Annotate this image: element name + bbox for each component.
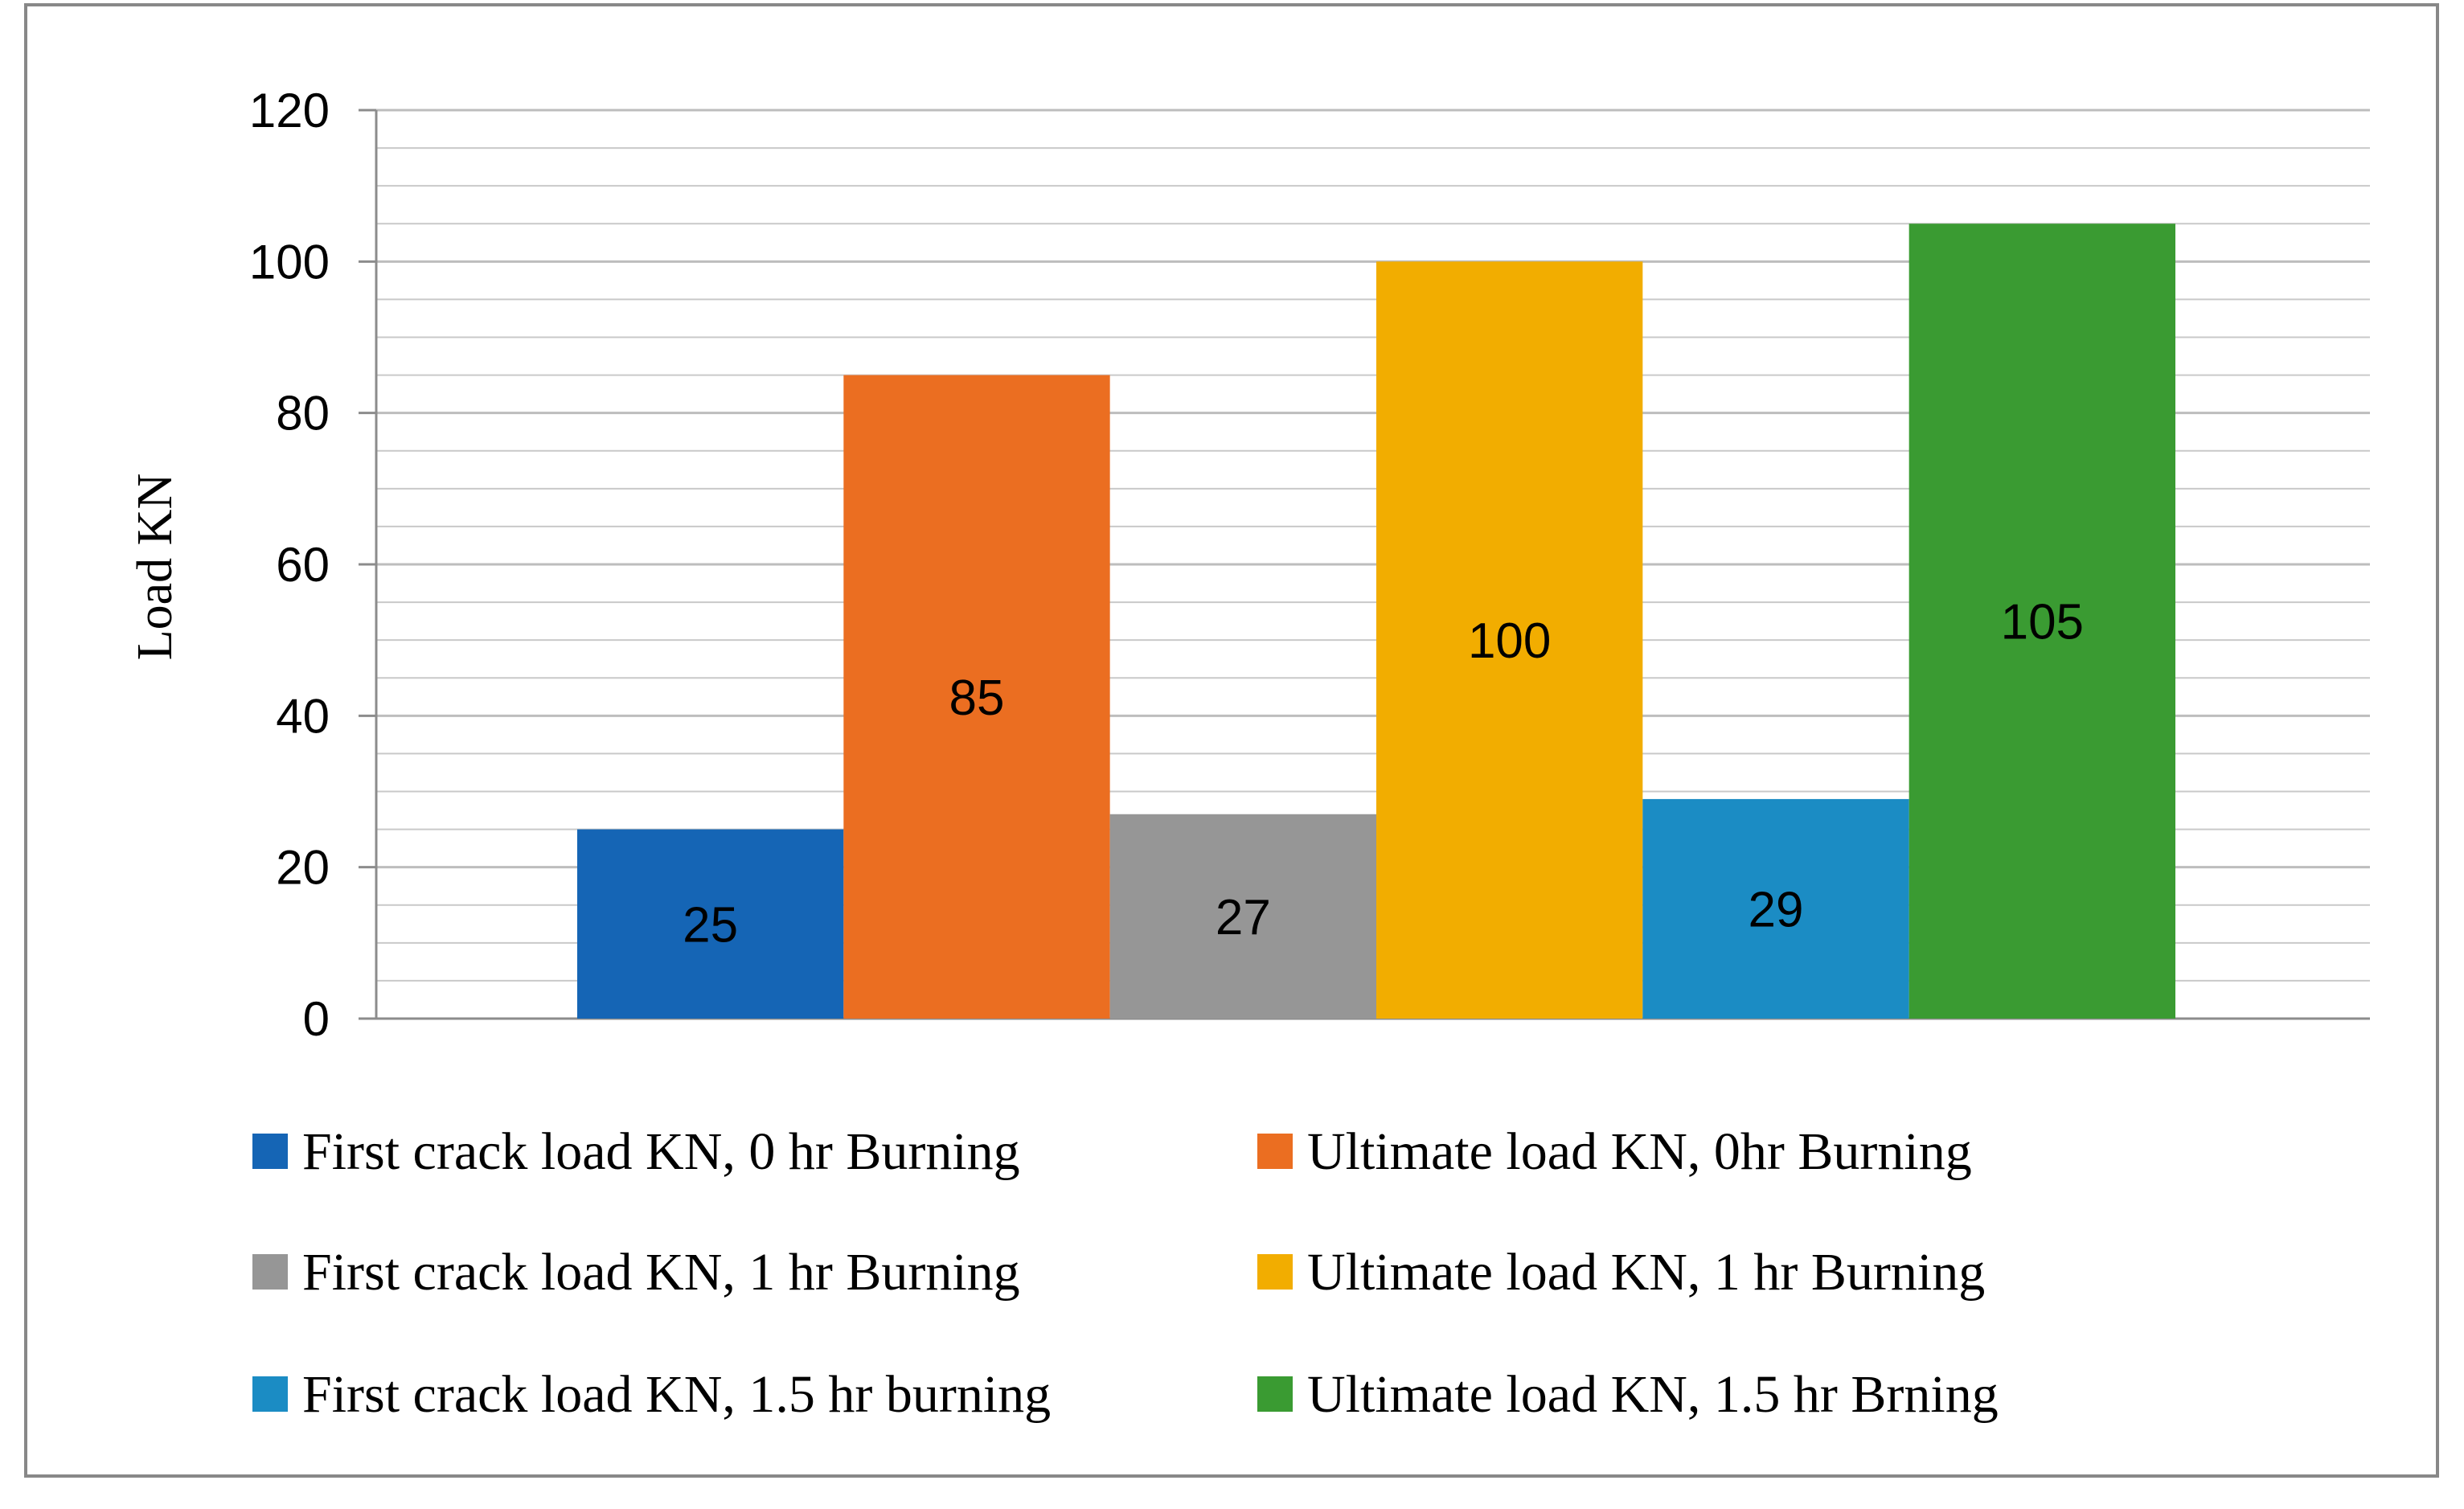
- bar-series-2: [843, 375, 1110, 1019]
- legend-label-1: First crack load KN, 0 hr Burning: [302, 1122, 1020, 1181]
- y-tick-label: 20: [276, 841, 330, 895]
- y-tick-label: 60: [276, 538, 330, 592]
- data-label-series-6: 105: [2001, 595, 2084, 650]
- y-axis-title: Load KN: [128, 474, 182, 660]
- legend-label-2: Ultimate load KN, 0hr Burning: [1307, 1122, 1972, 1181]
- y-tick-label: 40: [276, 689, 330, 743]
- y-tick-label: 0: [303, 992, 330, 1046]
- data-label-series-3: 27: [1216, 890, 1271, 945]
- data-label-series-5: 29: [1749, 882, 1804, 937]
- data-label-series-4: 100: [1468, 613, 1551, 669]
- legend-swatch-1: [252, 1134, 288, 1169]
- bar-series-5: [1642, 798, 1909, 1019]
- bar-series-4: [1376, 261, 1643, 1019]
- legend-label-3: First crack load KN, 1 hr Burning: [302, 1243, 1020, 1302]
- legend-swatch-2: [1257, 1134, 1293, 1169]
- legend-label-6: Ultimate load KN, 1.5 hr Brning: [1307, 1365, 1999, 1424]
- y-tick-label: 100: [249, 235, 330, 289]
- legend-label-4: Ultimate load KN, 1 hr Burning: [1307, 1243, 1985, 1302]
- data-label-series-1: 25: [683, 897, 738, 953]
- legend-swatch-3: [252, 1254, 288, 1290]
- bar-series-3: [1109, 814, 1376, 1019]
- data-labels: 25 85 27 100 29 105: [683, 595, 2084, 953]
- y-tick-label: 120: [249, 84, 330, 137]
- legend: First crack load KN, 0 hr Burning Ultimat…: [252, 1122, 1999, 1424]
- legend-swatch-6: [1257, 1376, 1293, 1412]
- data-label-series-2: 85: [949, 670, 1005, 726]
- bars: [577, 223, 2175, 1019]
- bar-series-6: [1908, 223, 2175, 1019]
- bar-series-1: [577, 829, 844, 1019]
- y-tick-label: 80: [276, 387, 330, 441]
- legend-swatch-4: [1257, 1254, 1293, 1290]
- legend-label-5: First crack load KN, 1.5 hr burning: [302, 1365, 1051, 1424]
- legend-swatch-5: [252, 1376, 288, 1412]
